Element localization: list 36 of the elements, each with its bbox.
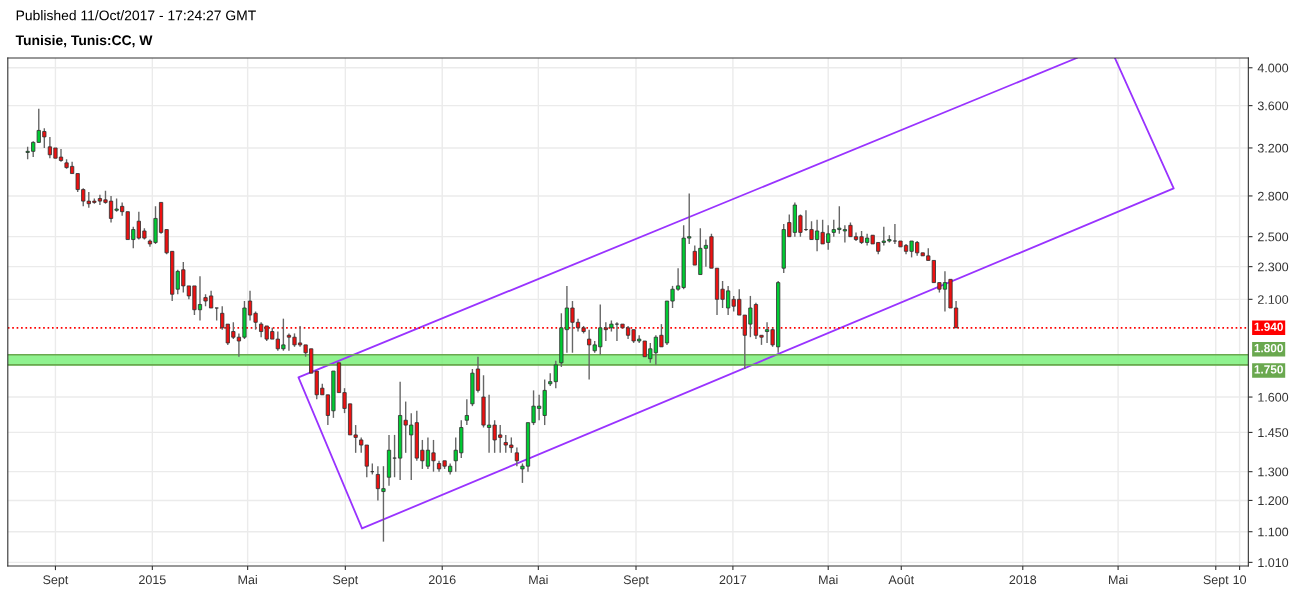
ref-line-label: 1.750 — [1254, 365, 1283, 374]
ref-line-label: 1.940 — [1254, 322, 1283, 331]
y-tick-label: 1.200 — [1258, 496, 1289, 506]
x-tick-label: Mai — [1109, 574, 1128, 585]
y-tick-label: 1.010 — [1258, 558, 1289, 568]
candlestick — [514, 446, 519, 467]
y-tick-label: 2.300 — [1258, 262, 1289, 272]
x-tick-label: 2017 — [719, 575, 747, 585]
x-tick-label: 2018 — [1009, 575, 1037, 585]
y-tick-label: 3.600 — [1257, 101, 1289, 111]
y-tick-label: 3.200 — [1257, 143, 1289, 153]
y-tick-label: 1.450 — [1258, 428, 1289, 438]
x-tick-label: Sept — [1203, 575, 1229, 587]
y-tick-label: 4.000 — [1257, 63, 1289, 73]
ref-line-label: 1.800 — [1254, 343, 1283, 353]
x-tick-label: Mai — [238, 574, 257, 585]
candlestick — [464, 398, 469, 426]
y-tick-label: 1.100 — [1258, 527, 1289, 537]
x-tick-label: 2016 — [428, 575, 456, 585]
x-tick-label: 2015 — [139, 575, 166, 585]
text: Published 11/Oct/2017 - 17:24:27 GMT — [16, 10, 256, 21]
y-tick-label: 1.600 — [1258, 392, 1289, 402]
candlestick — [392, 434, 397, 478]
x-tick-label: Août — [888, 574, 915, 585]
chart-title: Tunisie, Tunis:CC, W — [15, 34, 153, 48]
x-tick-label: Mai — [819, 574, 838, 585]
x-tick-label: Mai — [529, 574, 548, 585]
y-tick-label: 2.100 — [1258, 295, 1289, 304]
x-tick-label: Sept — [623, 575, 649, 587]
x-tick-label: Sept — [333, 575, 359, 587]
y-tick-label: 2.800 — [1258, 191, 1289, 201]
y-tick-label: 1.300 — [1258, 467, 1289, 477]
y-tick-label: 2.500 — [1258, 232, 1289, 242]
line-series — [297, 58, 1175, 530]
x-tick-label: Sept — [43, 575, 69, 587]
x-tick-label: 10 — [1233, 575, 1247, 585]
